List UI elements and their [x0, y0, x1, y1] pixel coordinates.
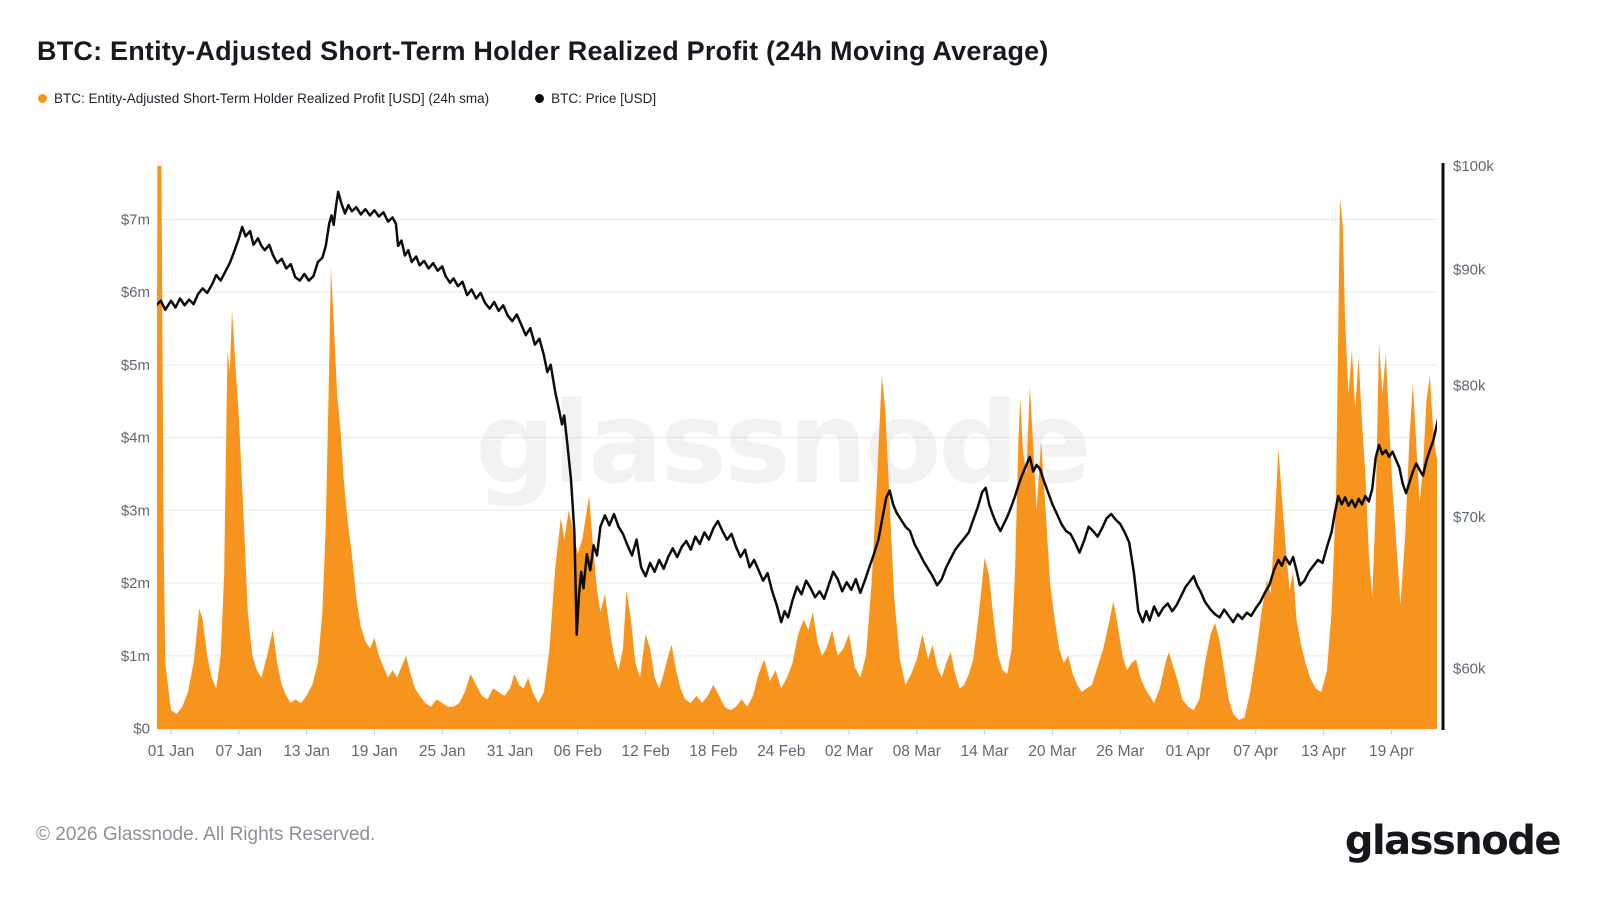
x-axis-label: 07 Jan: [216, 743, 263, 760]
legend: BTC: Entity-Adjusted Short-Term Holder R…: [38, 91, 656, 106]
x-axis-label: 14 Mar: [960, 743, 1008, 760]
x-axis-label: 26 Mar: [1096, 743, 1144, 760]
copyright-text: © 2026 Glassnode. All Rights Reserved.: [36, 824, 376, 845]
price-line-series: [157, 190, 1437, 636]
legend-item-price[interactable]: BTC: Price [USD]: [535, 91, 656, 106]
x-axis-label: 07 Apr: [1233, 743, 1278, 760]
left-axis-label: $2m: [121, 575, 150, 592]
x-axis-label: 19 Apr: [1369, 743, 1414, 760]
right-axis-label: $90k: [1453, 262, 1486, 279]
left-axis-label: $4m: [121, 430, 150, 447]
x-axis-label: 01 Apr: [1166, 743, 1211, 760]
x-axis-label: 12 Feb: [621, 743, 669, 760]
right-axis-label: $100k: [1453, 158, 1494, 175]
x-axis-label: 08 Mar: [893, 743, 941, 760]
left-axis-label: $0: [133, 721, 150, 738]
x-axis-label: 13 Apr: [1301, 743, 1346, 760]
left-axis-label: $3m: [121, 502, 150, 519]
legend-label-price: BTC: Price [USD]: [551, 91, 657, 106]
x-axis-label: 01 Jan: [148, 743, 195, 760]
x-axis-label: 24 Feb: [757, 743, 805, 760]
legend-label-realized-profit: BTC: Entity-Adjusted Short-Term Holder R…: [54, 91, 490, 106]
right-axis-label: $80k: [1453, 378, 1486, 395]
x-axis-label: 18 Feb: [689, 743, 737, 760]
x-axis-label: 31 Jan: [487, 743, 534, 760]
x-axis-label: 25 Jan: [419, 743, 466, 760]
watermark-text: glassnode: [475, 379, 1088, 509]
glassnode-logo: glassnode: [1344, 818, 1562, 864]
x-axis-label: 19 Jan: [351, 743, 398, 760]
x-axis-label: 06 Feb: [554, 743, 602, 760]
left-axis-label: $1m: [121, 648, 150, 665]
right-axis-label: $60k: [1453, 660, 1486, 677]
legend-item-realized-profit[interactable]: BTC: Entity-Adjusted Short-Term Holder R…: [38, 91, 489, 106]
x-axis-label: 02 Mar: [825, 743, 873, 760]
legend-swatch-black: [535, 94, 545, 103]
page-title: BTC: Entity-Adjusted Short-Term Holder R…: [37, 36, 1049, 66]
legend-swatch-orange: [38, 94, 47, 103]
left-axis-label: $7m: [121, 211, 150, 228]
right-axis-label: $70k: [1453, 509, 1486, 526]
x-axis-label: 20 Mar: [1028, 743, 1076, 760]
x-axis-label: 13 Jan: [283, 743, 330, 760]
left-axis-label: $5m: [121, 357, 150, 374]
left-axis-label: $6m: [121, 284, 150, 301]
